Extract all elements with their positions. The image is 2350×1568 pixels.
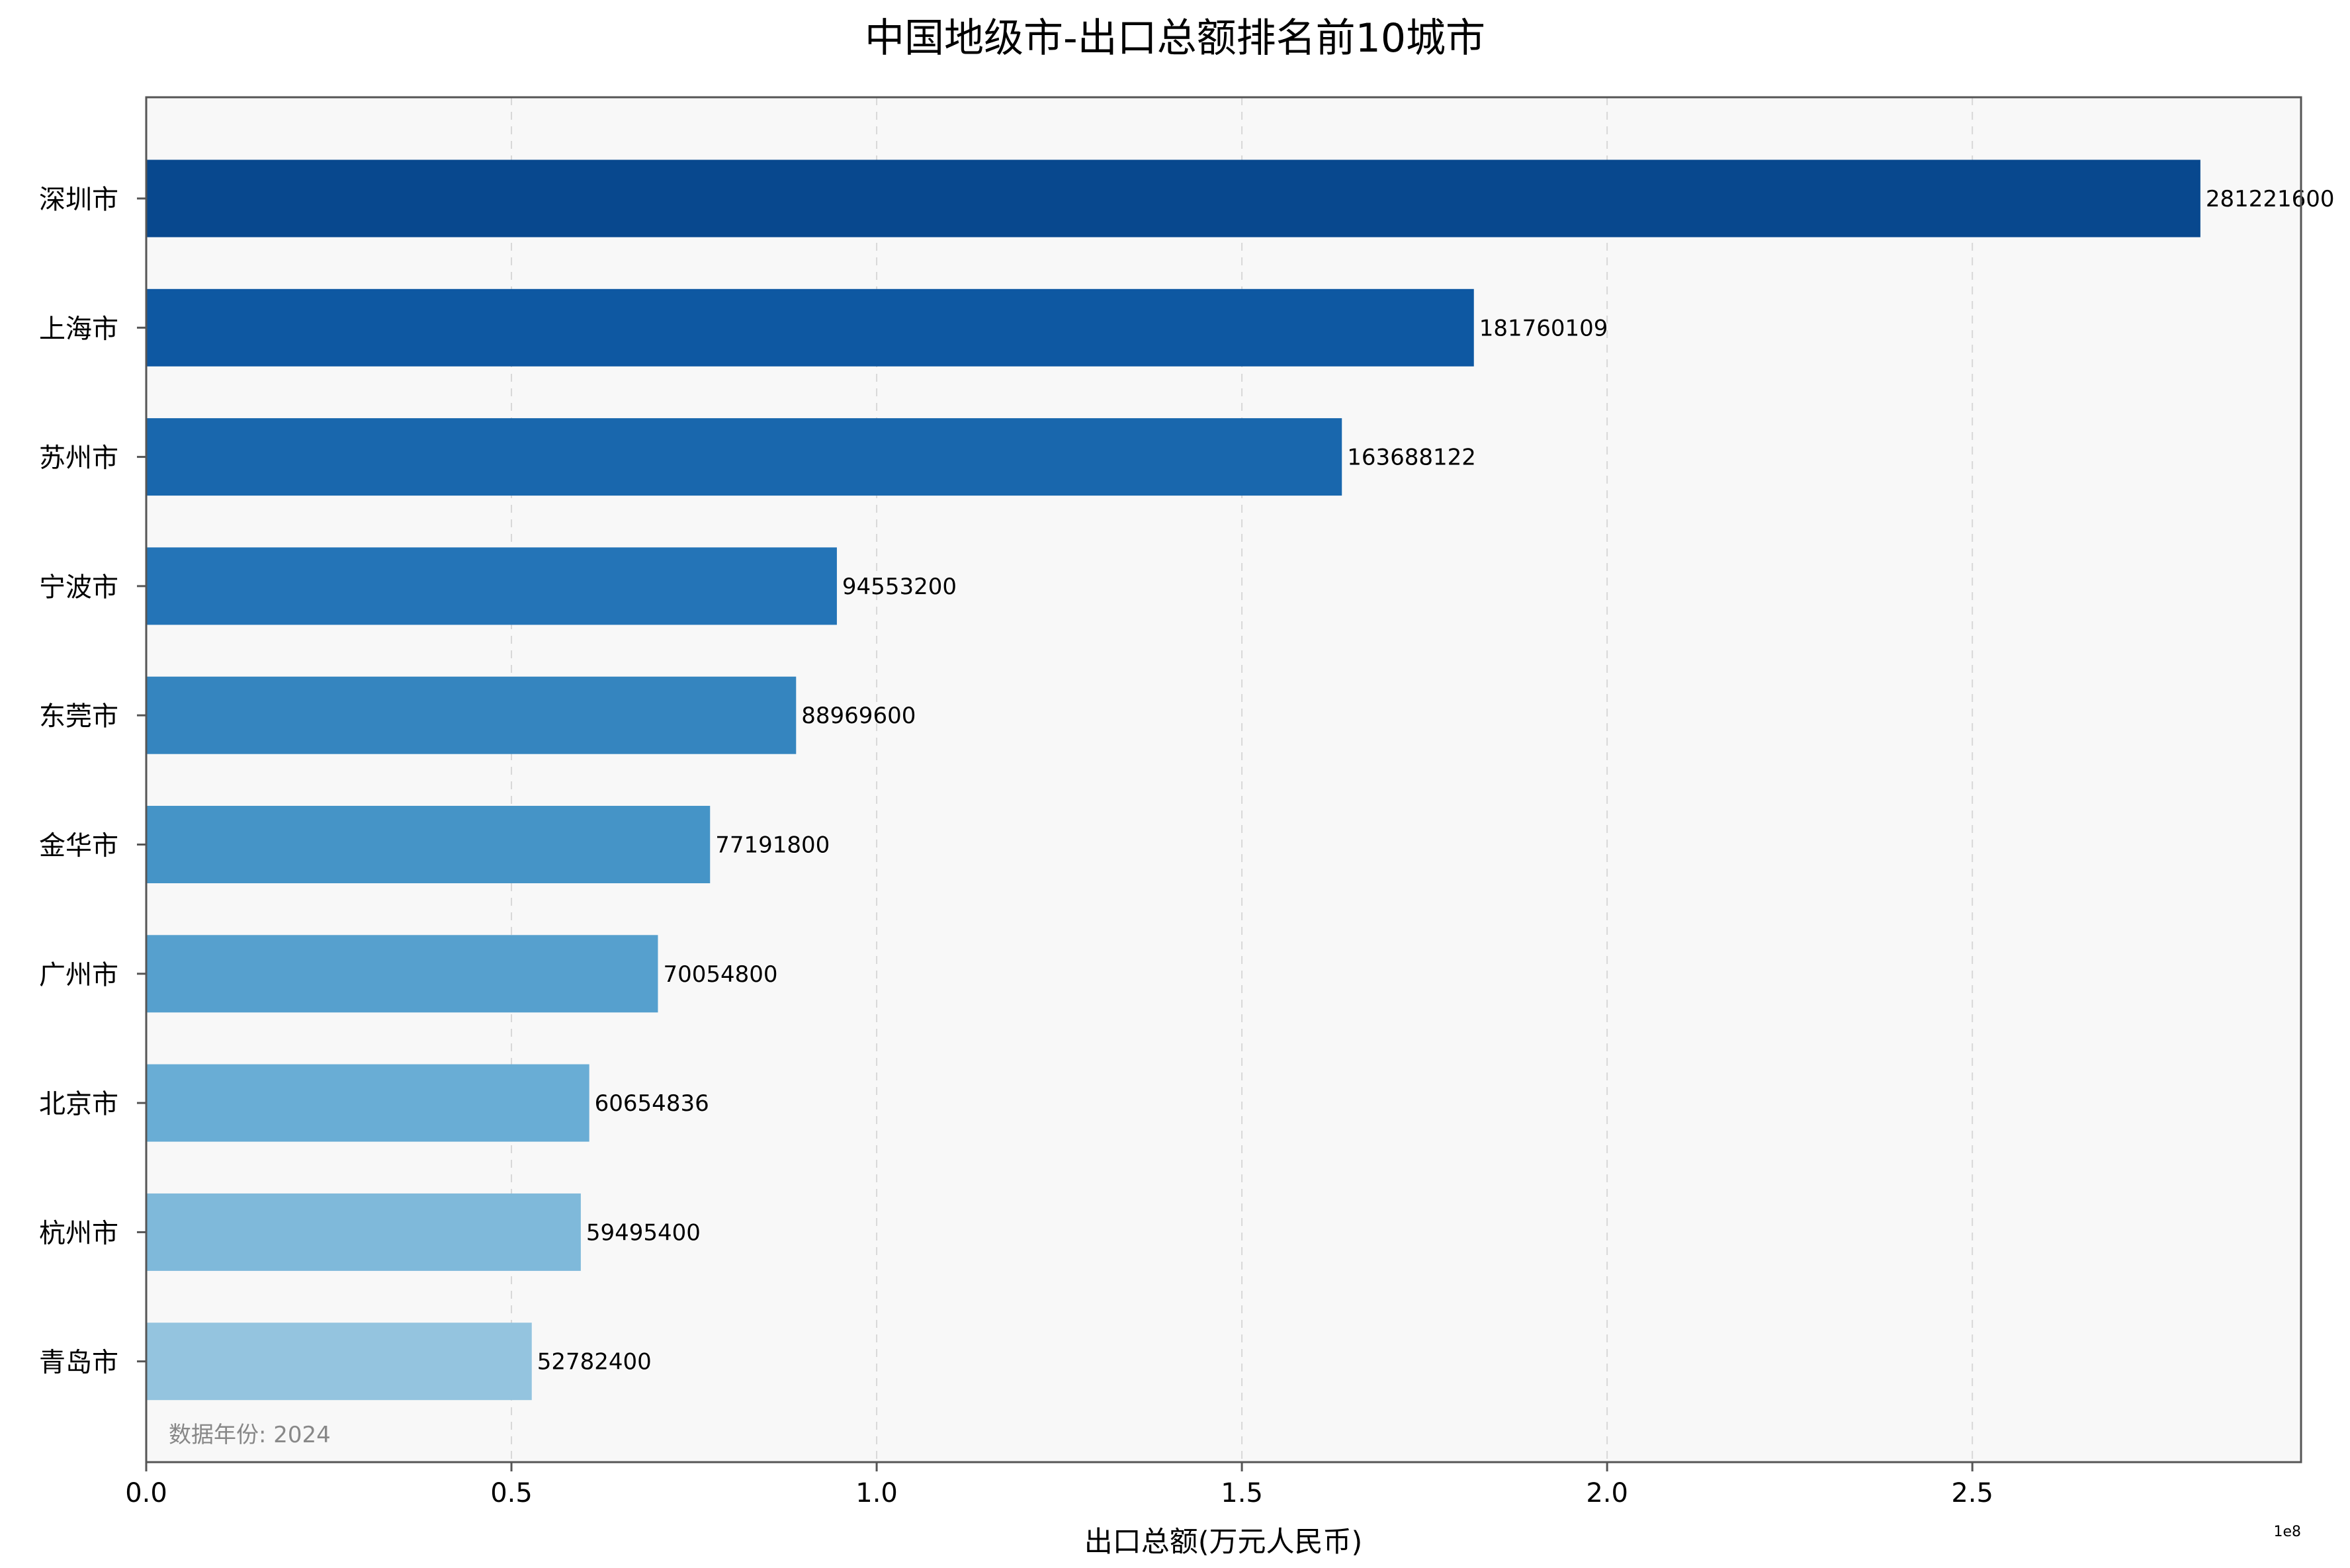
value-labels: 281221600 181760109 163688122 94553200 88969… <box>537 186 2335 1375</box>
x-tick-label: 1.0 <box>855 1478 898 1508</box>
bar-value-label: 281221600 <box>2206 186 2335 212</box>
bar <box>146 676 797 754</box>
bar-value-label: 163688122 <box>1347 445 1476 471</box>
bar <box>146 806 711 883</box>
x-tick-label: 2.5 <box>1951 1478 1993 1508</box>
bar-value-label: 94553200 <box>842 574 957 600</box>
x-axis-ticks: 0.0 0.5 1.0 1.5 2.0 2.5 <box>125 1462 1993 1508</box>
bar-value-label: 70054800 <box>663 961 777 988</box>
bar-value-label: 60654836 <box>595 1090 709 1117</box>
bar <box>146 1323 532 1401</box>
y-tick-label: 宁波市 <box>39 572 118 603</box>
bar-value-label: 59495400 <box>586 1219 701 1246</box>
bar-value-label: 52782400 <box>537 1349 652 1375</box>
x-tick-label: 0.0 <box>125 1478 167 1508</box>
bar <box>146 418 1342 496</box>
bar <box>146 935 658 1013</box>
x-tick-label: 1.5 <box>1221 1478 1263 1508</box>
bar-value-label: 88969600 <box>801 703 916 729</box>
y-tick-label: 青岛市 <box>39 1348 118 1378</box>
bar <box>146 1064 589 1142</box>
x-axis-label: 出口总额(万元人民币) <box>1084 1526 1363 1559</box>
y-tick-label: 广州市 <box>39 960 118 990</box>
x-axis-offset-label: 1e8 <box>2273 1524 2301 1540</box>
bar <box>146 547 837 625</box>
y-tick-label: 东莞市 <box>39 701 118 732</box>
bar-value-label: 181760109 <box>1479 315 1608 341</box>
bar <box>146 1193 581 1271</box>
chart-title: 中国地级市-出口总额排名前10城市 <box>865 15 1485 62</box>
data-year-annotation: 数据年份: 2024 <box>169 1422 331 1448</box>
y-tick-label: 深圳市 <box>39 185 118 215</box>
bar <box>146 288 1474 367</box>
y-tick-label: 上海市 <box>39 314 118 344</box>
y-tick-label: 金华市 <box>39 831 118 861</box>
plot-frame <box>145 96 2302 1463</box>
bar <box>146 159 2200 238</box>
y-tick-label: 杭州市 <box>39 1218 118 1248</box>
x-tick-label: 0.5 <box>490 1478 533 1508</box>
y-tick-label: 北京市 <box>39 1089 118 1119</box>
x-tick-label: 2.0 <box>1586 1478 1628 1508</box>
bar-value-label: 77191800 <box>715 832 830 859</box>
bars <box>146 159 2200 1401</box>
y-tick-label: 苏州市 <box>39 443 118 474</box>
